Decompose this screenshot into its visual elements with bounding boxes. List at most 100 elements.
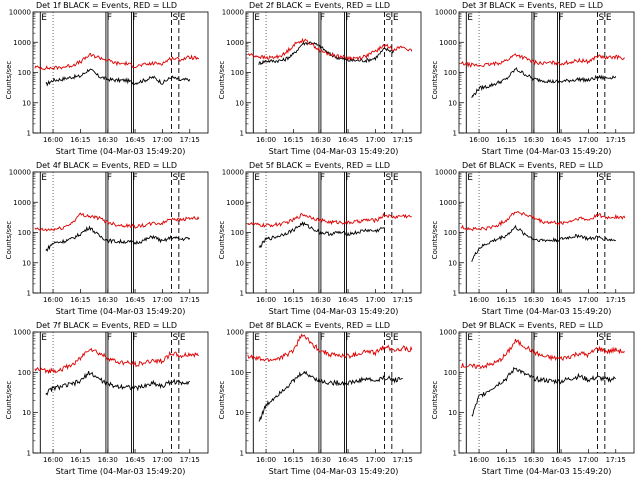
y-tick-label: 1000 — [226, 329, 244, 337]
plot-frame — [458, 171, 635, 294]
marker-label: E — [606, 13, 612, 23]
y-tick-label: 1 — [27, 130, 31, 138]
x-tick-label: 17:15 — [606, 136, 626, 144]
x-axis-label: Start Time (04-Mar-03 15:49:20) — [268, 467, 399, 476]
x-tick-label: 17:15 — [393, 456, 413, 464]
marker-label: S — [173, 13, 179, 23]
x-tick-label: 16:15 — [283, 456, 303, 464]
marker-label: E — [467, 13, 473, 23]
marker-label: E — [180, 333, 186, 343]
marker-label: F — [107, 333, 112, 343]
y-tick-label: 100 — [444, 229, 457, 237]
x-tick-label: 16:00 — [256, 296, 276, 304]
x-tick-label: 17:00 — [152, 296, 172, 304]
x-tick-label: 16:45 — [338, 136, 358, 144]
x-tick-label: 16:45 — [338, 456, 358, 464]
chart-title: Det 1f BLACK = Events, RED = LLD — [35, 1, 178, 10]
y-tick-label: 1000 — [439, 39, 457, 47]
x-tick-label: 16:00 — [43, 296, 63, 304]
x-tick-label: 16:00 — [43, 456, 63, 464]
events-line — [45, 225, 191, 252]
events-line — [45, 370, 190, 396]
x-tick-label: 16:00 — [469, 456, 489, 464]
marker-label: F — [558, 173, 563, 183]
lld-line — [247, 37, 413, 61]
x-tick-label: 16:00 — [43, 136, 63, 144]
x-tick-label: 16:15 — [496, 296, 516, 304]
x-tick-label: 17:00 — [365, 456, 385, 464]
y-tick-label: 100 — [231, 69, 244, 77]
marker-label: S — [599, 173, 605, 183]
marker-label: S — [599, 333, 605, 343]
x-tick-label: 17:15 — [180, 296, 200, 304]
x-axis-label: Start Time (04-Mar-03 15:49:20) — [481, 307, 612, 316]
plot-frame — [458, 331, 635, 454]
x-tick-label: 16:45 — [125, 456, 145, 464]
y-tick-label: 10 — [448, 259, 457, 267]
marker-label: F — [345, 13, 350, 23]
x-tick-label: 16:15 — [70, 456, 90, 464]
x-axis-label: Start Time (04-Mar-03 15:49:20) — [481, 467, 612, 476]
y-tick-label: 1000 — [226, 199, 244, 207]
x-tick-label: 16:45 — [125, 136, 145, 144]
y-tick-label: 1000 — [439, 199, 457, 207]
plot-frame — [32, 11, 209, 134]
chart-title: Det 7f BLACK = Events, RED = LLD — [35, 321, 178, 330]
marker-label: F — [132, 173, 137, 183]
x-tick-label: 17:00 — [578, 456, 598, 464]
x-tick-label: 16:00 — [256, 136, 276, 144]
marker-label: E — [393, 173, 399, 183]
marker-label: F — [558, 13, 563, 23]
x-tick-label: 16:30 — [98, 296, 118, 304]
y-tick-label: 100 — [18, 69, 31, 77]
events-line — [471, 224, 616, 263]
x-axis-label: Start Time (04-Mar-03 15:49:20) — [481, 147, 612, 156]
x-tick-label: 16:30 — [311, 456, 331, 464]
y-tick-label: 1 — [240, 290, 244, 298]
y-tick-label: 1 — [240, 130, 244, 138]
y-tick-label: 100 — [444, 369, 457, 377]
x-tick-label: 16:15 — [496, 456, 516, 464]
x-tick-label: 17:15 — [180, 136, 200, 144]
events-line — [471, 366, 616, 417]
chart-panel: Det 2f BLACK = Events, RED = LLD Start Ti… — [213, 0, 426, 160]
y-tick-label: 1000 — [13, 39, 31, 47]
marker-label: S — [173, 173, 179, 183]
y-tick-label: 1000 — [439, 329, 457, 337]
marker-label: F — [558, 333, 563, 343]
marker-label: E — [254, 13, 260, 23]
y-tick-label: 10 — [235, 259, 244, 267]
x-tick-label: 16:30 — [524, 456, 544, 464]
lld-line — [460, 338, 626, 370]
chart-title: Det 8f BLACK = Events, RED = LLD — [248, 321, 391, 330]
lld-line — [34, 52, 199, 71]
events-line — [258, 370, 403, 422]
chart-plot: 1 10 100 1000 10000 16:00 16:15 16:30 16:45 17:00… — [435, 9, 635, 144]
marker-label: F — [533, 333, 538, 343]
events-line — [258, 41, 395, 66]
x-tick-label: 16:00 — [469, 136, 489, 144]
chart-panel: Det 7f BLACK = Events, RED = LLD Start Ti… — [0, 320, 213, 480]
marker-label: E — [467, 333, 473, 343]
chart-panel: Det 6f BLACK = Events, RED = LLD Start Ti… — [426, 160, 639, 320]
events-line — [471, 67, 617, 99]
marker-label: S — [386, 333, 392, 343]
chart-panel: Det 9f BLACK = Events, RED = LLD Start Ti… — [426, 320, 639, 480]
x-tick-label: 16:15 — [70, 136, 90, 144]
y-tick-label: 10000 — [9, 9, 31, 17]
x-tick-label: 16:45 — [551, 296, 571, 304]
y-tick-label: 1 — [453, 130, 457, 138]
x-tick-label: 17:15 — [606, 296, 626, 304]
y-tick-label: 10000 — [222, 169, 244, 177]
marker-label: F — [533, 173, 538, 183]
y-tick-label: 10 — [22, 409, 31, 417]
marker-label: E — [41, 13, 47, 23]
y-tick-label: 10 — [448, 99, 457, 107]
lld-line — [247, 333, 413, 363]
x-axis-label: Start Time (04-Mar-03 15:49:20) — [268, 307, 399, 316]
marker-label: F — [320, 13, 325, 23]
x-axis-label: Start Time (04-Mar-03 15:49:20) — [55, 467, 186, 476]
x-tick-label: 17:15 — [393, 136, 413, 144]
marker-label: E — [393, 13, 399, 23]
chart-panel: Det 4f BLACK = Events, RED = LLD Start Ti… — [0, 160, 213, 320]
